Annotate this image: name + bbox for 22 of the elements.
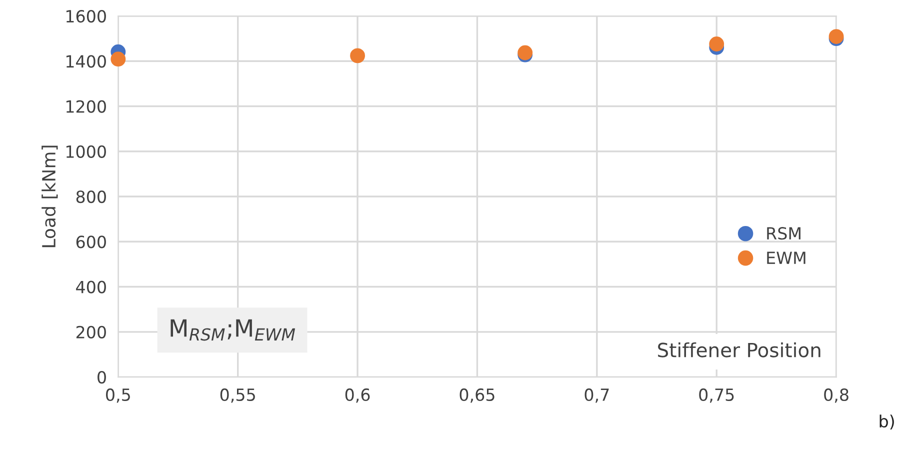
- y-tick-label: 200: [76, 326, 106, 338]
- x-tick-label: 0,75: [699, 388, 734, 403]
- y-tick-label: 1600: [66, 10, 106, 23]
- y-tick-label: 1200: [66, 100, 106, 113]
- x-tick-label: 0,8: [824, 388, 848, 403]
- text: b): [880, 414, 894, 430]
- x-tick-label: 0,65: [460, 388, 494, 403]
- x-tick-label: 0,55: [220, 388, 255, 403]
- legend-label: RSM: [767, 227, 800, 240]
- y-tick-label: 600: [76, 236, 106, 248]
- x-tick-label: 0,7: [584, 388, 609, 403]
- annotation: M$_{RSM}$;M$_{EWM}$: [170, 319, 296, 341]
- x-axis-title: Stiffener Position: [658, 342, 820, 358]
- legend-label: EWM: [767, 252, 806, 264]
- y-tick-label: 1000: [66, 145, 106, 158]
- y-tick-label: 0: [98, 370, 106, 384]
- y-tick-label: 400: [76, 280, 106, 294]
- x-tick-label: 0,5: [106, 388, 130, 403]
- y-axis-title: Load [kNm]: [42, 146, 58, 248]
- y-tick-label: 800: [76, 190, 106, 204]
- y-tick-label: 1400: [66, 55, 106, 68]
- x-tick-label: 0,6: [345, 388, 370, 403]
